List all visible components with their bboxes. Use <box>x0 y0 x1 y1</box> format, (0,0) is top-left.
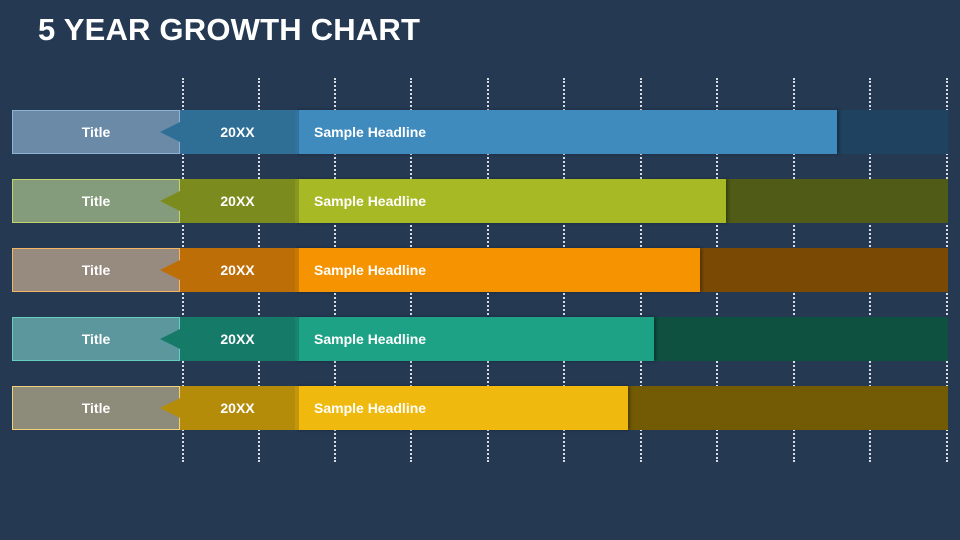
year-label: 20XX <box>180 386 295 430</box>
year-label: 20XX <box>180 248 295 292</box>
bar-shade <box>295 317 299 361</box>
progress-bar <box>295 317 654 361</box>
bar-shade <box>295 248 299 292</box>
progress-bar <box>295 386 628 430</box>
bar-shade <box>295 110 299 154</box>
page-title: 5 YEAR GROWTH CHART <box>38 12 421 47</box>
bar-shade <box>295 179 299 223</box>
row-headline: Sample Headline <box>314 400 427 416</box>
growth-row: 20XX Title Sample Headline <box>12 179 948 223</box>
growth-row: 20XX Title Sample Headline <box>12 110 948 154</box>
year-label: 20XX <box>180 179 295 223</box>
row-headline: Sample Headline <box>314 262 427 278</box>
year-label: 20XX <box>180 317 295 361</box>
growth-row: 20XX Title Sample Headline <box>12 248 948 292</box>
row-headline: Sample Headline <box>314 124 427 140</box>
row-title: Title <box>81 400 111 416</box>
title-box <box>12 317 180 361</box>
title-box <box>12 179 180 223</box>
arrow-notch-icon <box>160 260 180 280</box>
row-title: Title <box>81 124 111 140</box>
progress-bar <box>295 248 700 292</box>
row-title: Title <box>81 193 111 209</box>
title-box <box>12 248 180 292</box>
title-box <box>12 386 180 430</box>
growth-row: 20XX Title Sample Headline <box>12 317 948 361</box>
progress-bar <box>295 110 837 154</box>
progress-bar <box>295 179 726 223</box>
arrow-notch-icon <box>160 122 180 142</box>
arrow-notch-icon <box>160 191 180 211</box>
row-headline: Sample Headline <box>314 331 427 347</box>
row-title: Title <box>81 262 111 278</box>
arrow-notch-icon <box>160 398 180 418</box>
row-headline: Sample Headline <box>314 193 427 209</box>
bar-shade <box>295 386 299 430</box>
growth-row: 20XX Title Sample Headline <box>12 386 948 430</box>
year-label: 20XX <box>180 110 295 154</box>
row-title: Title <box>81 331 111 347</box>
arrow-notch-icon <box>160 329 180 349</box>
